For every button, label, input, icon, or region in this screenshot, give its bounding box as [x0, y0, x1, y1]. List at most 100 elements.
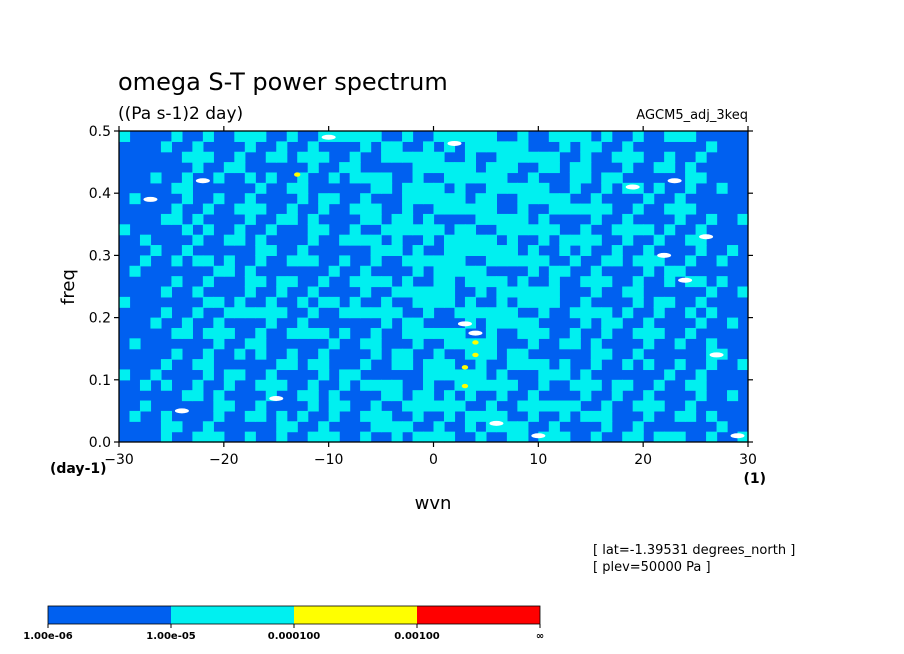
heatmap-cell: [475, 369, 487, 381]
heatmap-cell: [496, 224, 508, 236]
heatmap-cell: [590, 359, 602, 371]
heatmap-cell: [643, 317, 655, 329]
heatmap-cell: [202, 255, 214, 267]
heatmap-cell: [527, 317, 539, 329]
heatmap-cell: [339, 327, 351, 339]
heatmap-cell: [265, 172, 277, 184]
heatmap-cell: [119, 369, 131, 381]
heatmap-cell: [611, 379, 623, 391]
heatmap-cell: [276, 276, 288, 288]
heatmap-cell: [244, 172, 256, 184]
heatmap-cell: [538, 307, 550, 319]
heatmap-cell: [318, 327, 330, 339]
heatmap-cell: [527, 338, 539, 350]
y-tick-label: 0.5: [89, 124, 111, 140]
heatmap-cell: [496, 276, 508, 288]
heatmap-cell: [475, 172, 487, 184]
dataset-label: AGCM5_adj_3keq: [636, 108, 748, 123]
heatmap-cell: [160, 307, 173, 319]
heatmap-cell: [548, 421, 560, 433]
heatmap-cell: [244, 131, 256, 142]
heatmap-cell: [119, 224, 131, 236]
heatmap-cell: [443, 203, 456, 215]
heatmap-cell: [423, 400, 435, 412]
heatmap-cell: [506, 141, 518, 153]
heatmap-cell: [307, 359, 319, 371]
heatmap-cell: [527, 327, 539, 339]
heatmap-cell: [307, 327, 319, 339]
heatmap-cell: [286, 182, 298, 194]
heatmap-cell: [653, 255, 665, 267]
heatmap-cell: [244, 203, 256, 215]
heatmap-cell: [244, 141, 256, 153]
heatmap-cell: [255, 410, 267, 422]
heatmap-cell: [611, 151, 623, 163]
heatmap-cell: [160, 410, 173, 422]
heatmap-cell: [559, 141, 571, 153]
heatmap-cell: [538, 400, 550, 412]
heatmap-cell: [601, 131, 613, 142]
heatmap-cell: [160, 213, 173, 225]
heatmap-cell: [423, 224, 435, 236]
heatmap-cell: [381, 245, 393, 256]
heatmap-cell: [454, 245, 466, 256]
heatmap-cell: [538, 379, 550, 391]
heatmap-cell: [381, 172, 393, 184]
heatmap-cell: [286, 203, 298, 215]
heatmap-cell: [433, 348, 445, 360]
heatmap-cell: [181, 172, 193, 184]
heatmap-cell: [569, 400, 581, 412]
heatmap-cell: [580, 141, 592, 153]
heatmap-cell: [412, 327, 424, 339]
heatmap-cell: [433, 359, 445, 371]
heatmap-cell: [202, 224, 214, 236]
heatmap-hotspot: [294, 172, 301, 177]
heatmap-cell: [685, 234, 697, 246]
heatmap-cell: [548, 276, 560, 288]
heatmap-cell: [559, 265, 571, 277]
heatmap-cell: [265, 390, 277, 402]
heatmap-cell: [580, 307, 592, 319]
heatmap-cell: [590, 286, 602, 298]
heatmap-cell: [664, 131, 676, 142]
heatmap-cell: [391, 359, 403, 371]
colorbar-segment: [48, 606, 171, 624]
heatmap-gap: [730, 433, 745, 439]
heatmap-cell: [685, 203, 697, 215]
heatmap-cell: [360, 286, 372, 298]
heatmap-cell: [569, 172, 581, 184]
heatmap-cell: [402, 359, 414, 371]
heatmap-gap: [489, 420, 504, 426]
heatmap-cell: [443, 286, 456, 298]
heatmap-cell: [559, 131, 571, 142]
heatmap-cell: [538, 327, 550, 339]
heatmap-cell: [181, 317, 193, 329]
heatmap-cell: [622, 234, 634, 246]
heatmap-cell: [255, 307, 267, 319]
heatmap-cell: [433, 255, 445, 267]
heatmap-cell: [255, 245, 267, 256]
heatmap-cell: [433, 296, 445, 308]
heatmap-cell: [548, 296, 560, 308]
heatmap-cell: [339, 307, 351, 319]
heatmap-cell: [538, 162, 550, 174]
heatmap-cell: [328, 338, 340, 350]
heatmap-cell: [192, 255, 204, 267]
heatmap-cell: [517, 151, 529, 163]
heatmap-cell: [464, 141, 477, 153]
heatmap-cell: [370, 255, 382, 267]
heatmap-cell: [443, 255, 456, 267]
heatmap-cell: [632, 421, 644, 433]
heatmap-cell: [192, 141, 204, 153]
heatmap-cell: [370, 307, 382, 319]
pressure-level-annotation: [ plev=50000 Pa ]: [593, 560, 711, 575]
heatmap-cell: [475, 348, 487, 360]
heatmap-cell: [150, 172, 162, 184]
heatmap-cell: [349, 151, 361, 163]
heatmap-cell: [297, 317, 309, 329]
heatmap-cell: [139, 255, 152, 267]
heatmap-cell: [244, 410, 256, 422]
heatmap-cell: [674, 265, 686, 277]
heatmap-cell: [517, 193, 529, 205]
heatmap-cell: [485, 245, 497, 256]
